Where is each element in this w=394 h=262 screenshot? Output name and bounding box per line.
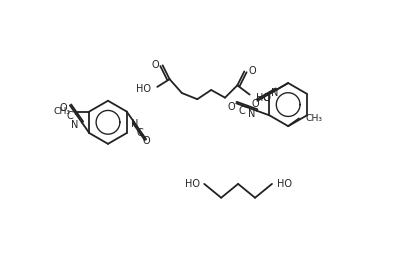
Text: N: N bbox=[271, 88, 279, 98]
Text: O: O bbox=[227, 102, 235, 112]
Text: N: N bbox=[71, 120, 79, 130]
Text: O: O bbox=[143, 137, 151, 146]
Text: HO: HO bbox=[185, 179, 200, 189]
Text: O: O bbox=[151, 60, 159, 70]
Text: CH₃: CH₃ bbox=[305, 114, 322, 123]
Text: O: O bbox=[252, 99, 259, 109]
Text: N: N bbox=[248, 109, 256, 119]
Text: HO: HO bbox=[277, 179, 292, 189]
Text: C: C bbox=[137, 128, 143, 138]
Text: N: N bbox=[131, 119, 138, 129]
Text: C: C bbox=[262, 94, 269, 103]
Text: C: C bbox=[239, 106, 245, 116]
Text: C: C bbox=[66, 111, 73, 121]
Text: O: O bbox=[59, 102, 67, 113]
Text: HO: HO bbox=[256, 93, 271, 103]
Text: CH₃: CH₃ bbox=[54, 107, 71, 116]
Text: O: O bbox=[248, 67, 256, 77]
Text: HO: HO bbox=[136, 84, 151, 94]
